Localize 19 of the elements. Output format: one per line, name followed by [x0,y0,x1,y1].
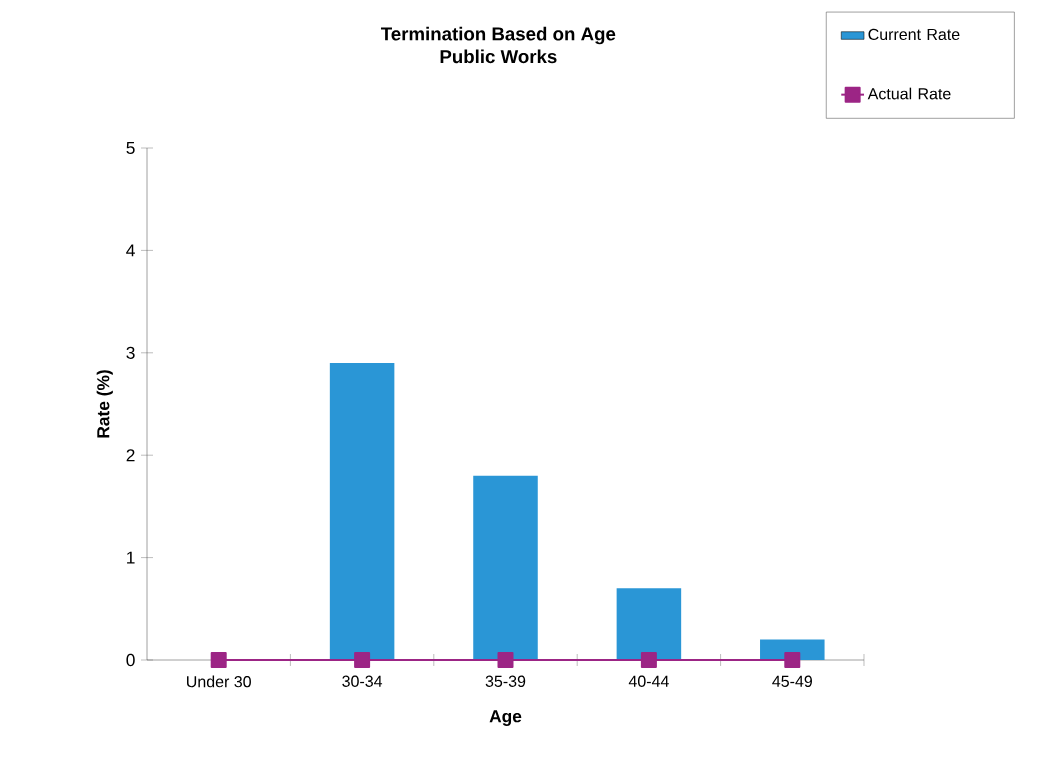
x-tick-label: Under 30 [187,675,251,688]
bar [473,475,538,660]
x-tick-label: 30-34 [342,675,383,687]
legend-label: Current Rate [868,28,960,41]
x-tick-label: 45-49 [772,675,812,687]
bar [329,363,395,660]
legend-label: Actual Rate [867,87,951,100]
y-tick-label: 5 [126,141,135,155]
x-axis-title: Age [489,710,522,726]
y-tick-label: 1 [127,551,135,564]
chart-title: Termination Based on Age Public Works [381,26,616,64]
y-tick-label: 0 [126,653,135,667]
bar [616,588,682,660]
y-tick-label: 3 [126,346,135,359]
y-axis-title: Rate (%) [96,370,113,438]
x-tick-label: 35-39 [485,675,526,687]
y-tick-label: 2 [126,449,135,462]
y-tick-label: 4 [126,244,135,257]
x-tick-label: 40-44 [628,675,669,687]
